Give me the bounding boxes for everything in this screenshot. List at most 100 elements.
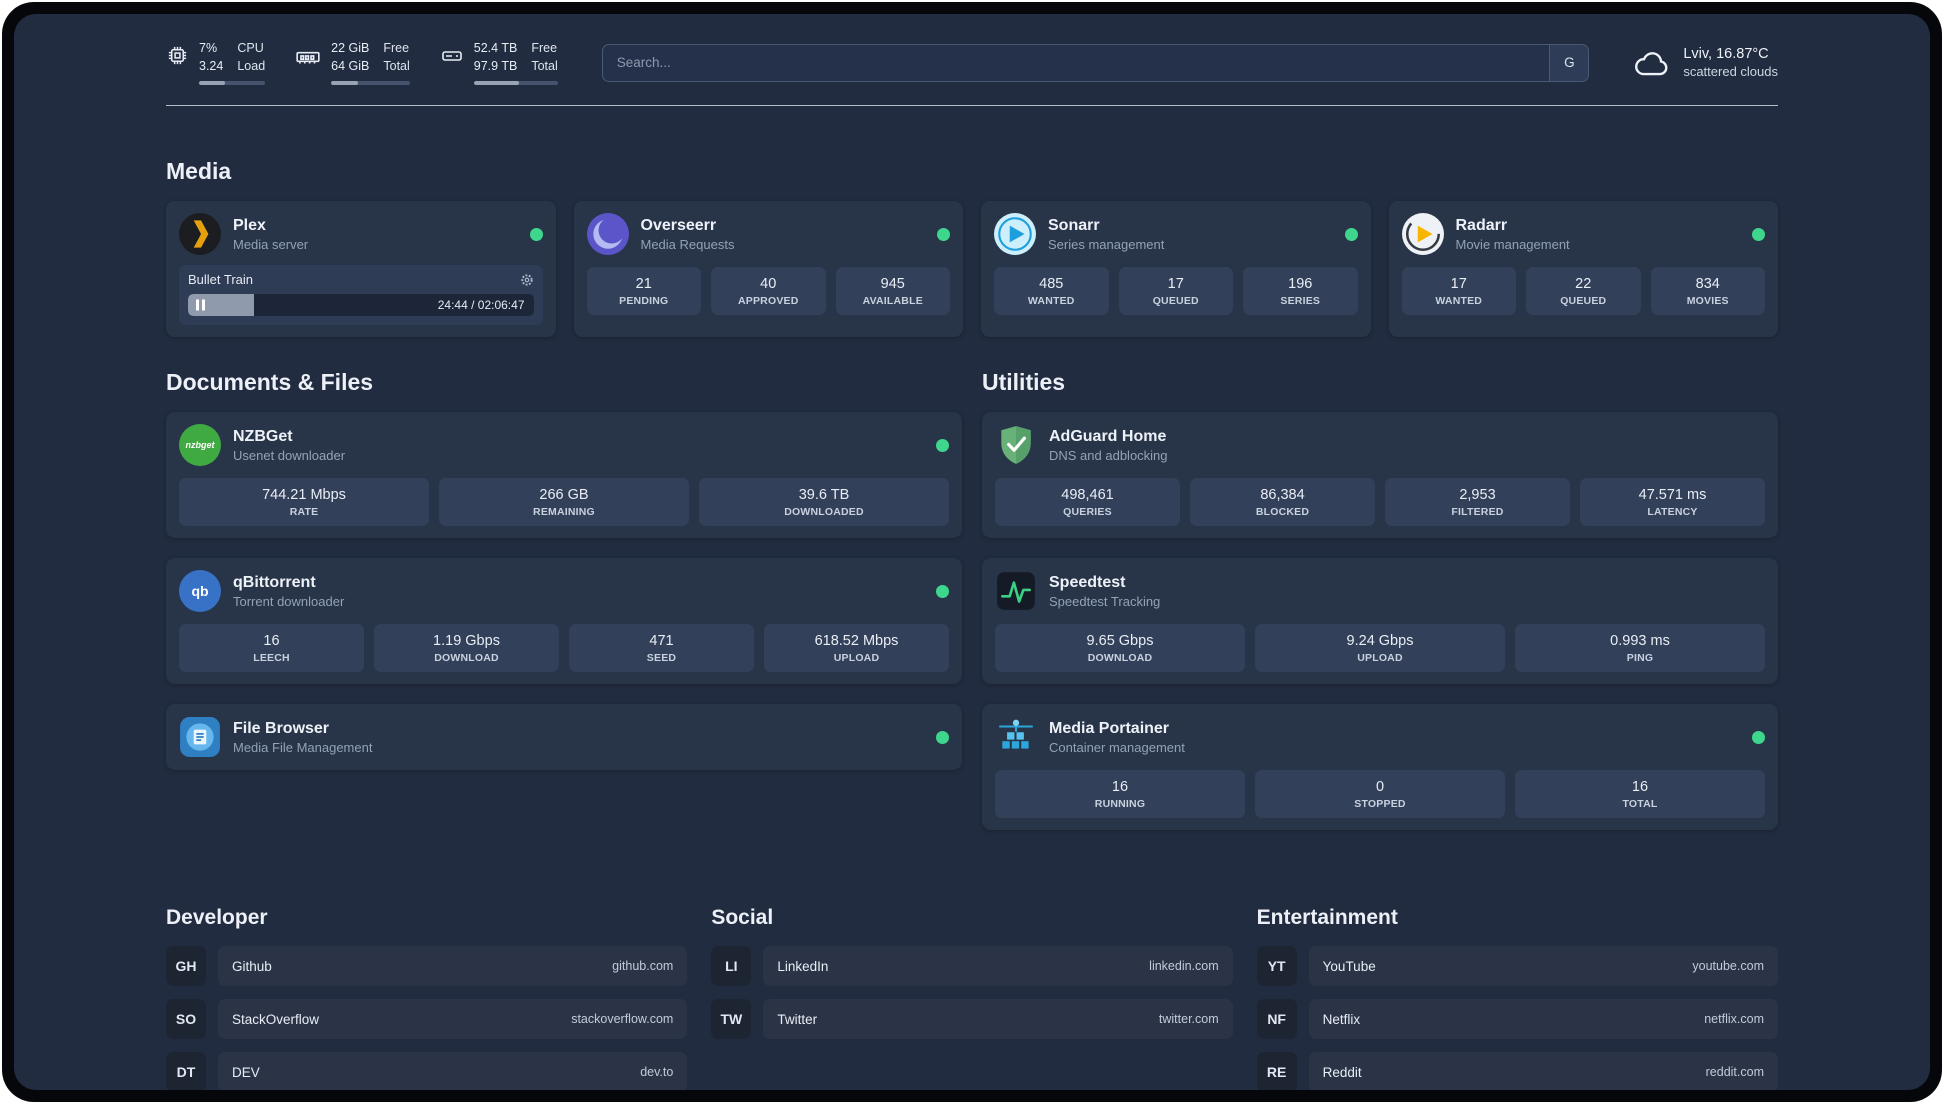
disk-label-top: Free [531,41,558,55]
status-dot [1344,227,1358,241]
stat-tile: 17 QUEUED [1118,267,1233,315]
twitter-link[interactable]: Twitter twitter.com [763,999,1233,1039]
section-title-entertainment: Entertainment [1256,906,1398,929]
cpu-progress-bar [199,81,266,85]
documents-column: Documents & Files nzbget NZBGet Usenet d… [166,369,962,830]
dev-badge[interactable]: DT [166,1052,206,1090]
stat-label: PING [1626,652,1654,664]
app-card-overseerr[interactable]: Overseerr Media Requests 21 PENDING 40 A… [573,201,963,337]
github-link[interactable]: Github github.com [218,946,688,986]
app-name: Plex [233,216,266,234]
nzbget-icon: nzbget [179,424,221,466]
twitter-badge[interactable]: TW [711,999,752,1039]
stat-value: 485 [1039,276,1064,292]
memory-metric-body: 22 GiB 64 GiB Free Total [331,40,410,85]
reddit-badge[interactable]: RE [1256,1052,1297,1090]
section-title-utilities: Utilities [982,369,1066,395]
stat-tile: 16 TOTAL [1515,770,1765,818]
overseerr-icon [586,213,629,255]
app-subtitle: Series management [1048,236,1165,252]
app-card-sonarr[interactable]: Sonarr Series management 485 WANTED 17 Q… [981,201,1371,337]
app-card-portainer[interactable]: Media Portainer Container management 16 … [982,704,1778,830]
app-card-filebrowser[interactable]: File Browser Media File Management [166,704,962,770]
app-card-radarr[interactable]: Radarr Movie management 17 WANTED 22 QUE… [1388,201,1778,337]
dev-link[interactable]: DEV dev.to [218,1052,688,1090]
speedtest-icon [995,570,1037,612]
stat-value: 945 [880,276,905,292]
search-input[interactable] [602,44,1550,81]
stat-tile: 266 GB REMAINING [439,478,689,526]
pause-button[interactable] [196,299,205,311]
stat-value: 9.65 Gbps [1086,633,1154,649]
stat-value: 834 [1695,276,1720,292]
playback-progress-bar[interactable]: 24:44 / 02:06:47 [188,294,534,316]
link-row-dev: DT DEV dev.to [166,1052,688,1090]
sonarr-icon [994,213,1036,255]
utilities-column: Utilities AdGuard Home DNS and adblockin… [982,369,1778,830]
stat-tile: 196 SERIES [1243,267,1358,315]
stat-value: 471 [649,633,674,649]
stat-label: RATE [289,506,319,518]
link-url: stackoverflow.com [571,1012,674,1026]
app-name: NZBGet [233,427,293,445]
stackoverflow-badge[interactable]: SO [166,999,206,1039]
youtube-link[interactable]: YouTube youtube.com [1308,946,1778,986]
disk-label-bottom: Total [531,58,558,73]
cpu-metric: 7% 3.24 CPU Load [166,40,266,85]
search-engine-button[interactable]: G [1549,44,1589,81]
stat-label: SEED [646,652,677,664]
app-card-qbittorrent[interactable]: qb qBittorrent Torrent downloader 16 LEE… [166,558,962,684]
app-card-speedtest[interactable]: Speedtest Speedtest Tracking 9.65 Gbps D… [982,558,1778,684]
status-dot [936,584,949,598]
link-url: netflix.com [1704,1012,1764,1026]
stat-value: 196 [1288,276,1313,292]
weather-condition: scattered clouds [1683,64,1778,79]
github-badge[interactable]: GH [166,946,206,986]
app-subtitle: Media File Management [233,739,373,755]
link-row-youtube: YT YouTube youtube.com [1256,946,1778,986]
youtube-badge[interactable]: YT [1256,946,1297,986]
link-name: LinkedIn [777,958,829,974]
disk-icon [440,44,464,68]
stat-label: QUERIES [1063,506,1112,518]
stat-value: 40 [760,276,777,292]
stat-tile: 39.6 TB DOWNLOADED [699,478,949,526]
link-url: linkedin.com [1149,959,1219,973]
disk-metric-body: 52.4 TB 97.9 TB Free Total [473,40,558,85]
memory-progress-bar [331,81,410,85]
memory-label-top: Free [383,41,410,55]
topbar-divider [166,105,1778,106]
app-card-nzbget[interactable]: nzbget NZBGet Usenet downloader 744.21 M… [166,412,962,538]
link-name: Netflix [1322,1011,1361,1027]
weather-location: Lviv, 16.87°C [1683,46,1769,62]
app-name: qBittorrent [233,573,316,591]
link-row-github: GH Github github.com [166,946,688,986]
stackoverflow-link[interactable]: StackOverflow stackoverflow.com [218,999,688,1039]
stat-value: 16 [263,633,280,649]
link-url: dev.to [640,1065,674,1079]
cloud-icon [1633,48,1671,78]
media-grid: Plex Media server Bullet Train 24:44 / 0… [166,201,1778,337]
reddit-link[interactable]: Reddit reddit.com [1308,1052,1778,1090]
linkedin-badge[interactable]: LI [711,946,752,986]
netflix-link[interactable]: Netflix netflix.com [1308,999,1778,1039]
app-card-adguard[interactable]: AdGuard Home DNS and adblocking 498,461 … [982,412,1778,538]
stat-label: FILTERED [1451,506,1504,518]
app-card-plex[interactable]: Plex Media server Bullet Train 24:44 / 0… [166,201,556,337]
playback-time: 24:44 / 02:06:47 [437,298,525,312]
cpu-label-bottom: Load [237,58,266,73]
stat-label: REMAINING [533,506,595,518]
netflix-badge[interactable]: NF [1256,999,1297,1039]
stat-value: 39.6 TB [798,487,850,503]
linkedin-link[interactable]: LinkedIn linkedin.com [763,946,1233,986]
gear-icon[interactable] [520,273,534,287]
link-row-linkedin: LI LinkedIn linkedin.com [711,946,1233,986]
status-dot [1752,227,1765,241]
stat-label: DOWNLOADED [784,506,864,518]
stat-value: 17 [1450,276,1467,292]
link-url: github.com [612,959,674,973]
status-dot [937,227,950,241]
stat-label: AVAILABLE [862,295,923,307]
cpu-load-value: 3.24 [199,58,224,73]
stat-label: QUEUED [1152,295,1199,307]
